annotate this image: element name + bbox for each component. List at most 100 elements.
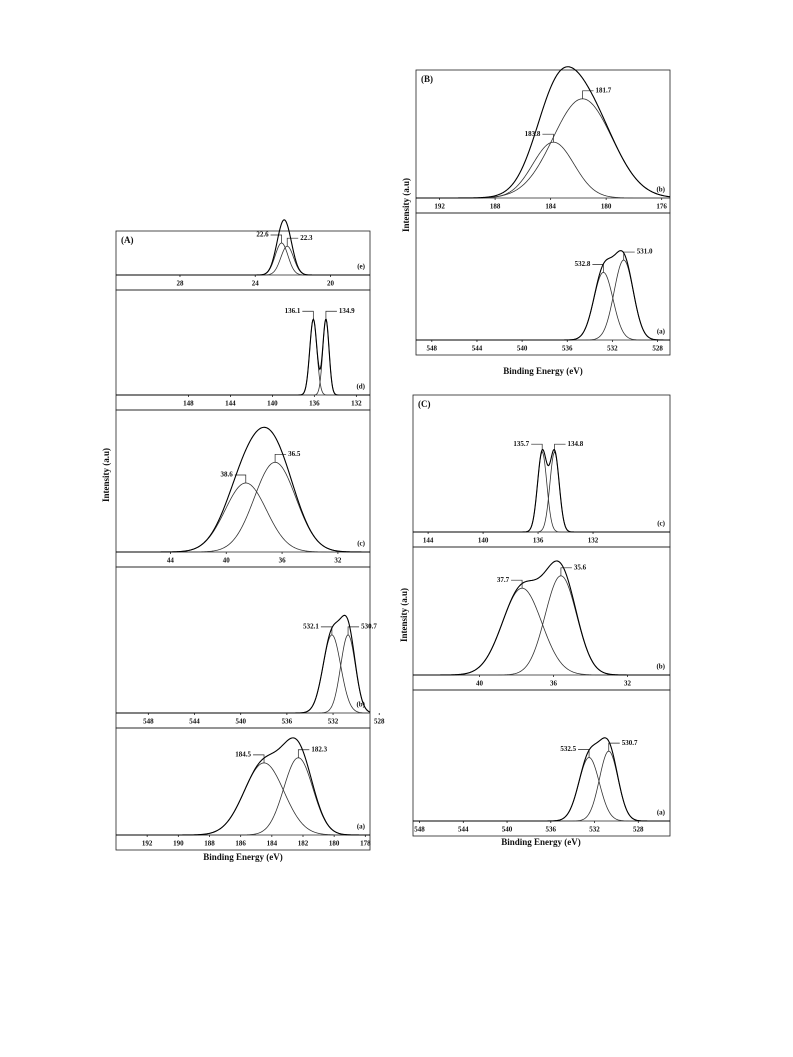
x-tick-label: 144	[225, 400, 236, 408]
peak-label: 530.7	[622, 739, 638, 747]
x-tick-label: 192	[434, 203, 445, 211]
envelope	[116, 219, 370, 276]
peak-pointer	[511, 579, 523, 589]
x-tick-label: 178	[360, 840, 371, 848]
peak-component	[416, 259, 670, 341]
panel-label: (c)	[357, 540, 365, 548]
peak-component	[416, 141, 670, 199]
x-tick-label: 544	[458, 826, 469, 834]
y-axis-title: Intensity (a.u)	[399, 588, 409, 642]
x-tick-label: 540	[517, 345, 528, 353]
envelope	[116, 318, 370, 396]
group-label: (A)	[121, 235, 134, 245]
panel-frame	[115, 566, 371, 729]
x-tick-label: 184	[545, 203, 556, 211]
envelope	[413, 560, 670, 676]
x-tick-label: 140	[267, 400, 278, 408]
peak-pointer	[608, 742, 620, 752]
peak-label: 181.7	[596, 86, 612, 94]
x-tick-label: 132	[351, 400, 362, 408]
x-tick-label: 136	[533, 537, 544, 545]
x-tick-label: 536	[546, 826, 557, 834]
y-axis-title: Intensity (a.u)	[101, 448, 111, 502]
x-tick-label: 140	[478, 537, 489, 545]
panel-label: (b)	[656, 663, 665, 671]
x-tick-label: 176	[656, 203, 667, 211]
peak-pointer	[253, 754, 265, 763]
peak-pointer	[531, 443, 543, 453]
peak-label: 532.1	[303, 623, 319, 631]
peak-component	[116, 762, 370, 836]
x-tick-label: 188	[204, 840, 215, 848]
x-tick-label: 136	[309, 400, 320, 408]
peak-component	[413, 757, 670, 822]
x-tick-label: 528	[633, 826, 644, 834]
x-tick-label: 20	[327, 280, 335, 288]
panel-frame	[415, 69, 671, 214]
peak-label: 182.3	[311, 745, 327, 753]
x-tick-label: 180	[601, 203, 612, 211]
peak-component	[413, 451, 670, 533]
x-tick-label: 548	[414, 826, 425, 834]
peak-pointer	[560, 567, 572, 576]
x-tick-label: 536	[562, 345, 573, 353]
peak-label: 37.7	[497, 576, 510, 584]
panel-label: (d)	[356, 383, 365, 391]
x-tick-label: 32	[334, 557, 342, 565]
peak-label: 531.0	[637, 248, 653, 256]
peak-label: 38.6	[221, 471, 234, 479]
peak-component	[413, 587, 670, 676]
x-axis-title: Binding Energy (eV)	[501, 837, 581, 847]
peak-component	[116, 634, 371, 714]
x-tick-label: 28	[176, 280, 184, 288]
peak-label: 530.7	[361, 623, 377, 631]
peak-label: 135.7	[513, 440, 529, 448]
x-tick-label: 540	[235, 718, 246, 726]
peak-component	[116, 757, 370, 836]
envelope	[413, 448, 670, 533]
x-tick-label: 36	[550, 680, 558, 688]
x-tick-label: 528	[374, 718, 385, 726]
x-tick-label: 528	[652, 345, 663, 353]
peak-component	[116, 482, 370, 553]
panel-frame	[415, 212, 671, 356]
x-tick-label: 532	[328, 718, 339, 726]
envelope	[116, 737, 370, 836]
peak-pointer	[347, 626, 360, 635]
x-tick-label: 186	[235, 840, 246, 848]
x-tick-label: 44	[167, 557, 175, 565]
panel-frame	[412, 689, 671, 837]
peak-pointer	[234, 474, 247, 483]
panel-label: (a)	[357, 823, 366, 831]
panel-frame	[115, 289, 371, 411]
x-tick-label: 132	[588, 537, 599, 545]
x-tick-label: 188	[490, 203, 501, 211]
peak-pointer	[554, 443, 566, 453]
x-tick-label: 180	[329, 840, 340, 848]
peak-label: 22.6	[256, 231, 269, 239]
peak-label: 22.3	[300, 234, 313, 242]
x-axis-title: Binding Energy (eV)	[203, 852, 283, 862]
peak-label: 36.5	[288, 450, 301, 458]
peak-pointer	[297, 749, 310, 758]
x-tick-label: 40	[476, 680, 484, 688]
peak-component	[116, 242, 370, 276]
panel-label: (a)	[657, 328, 666, 336]
x-tick-label: 548	[427, 345, 438, 353]
x-tick-label: 40	[223, 557, 231, 565]
x-tick-label: 32	[624, 680, 632, 688]
x-tick-label: 190	[173, 840, 184, 848]
x-tick-label: 540	[502, 826, 513, 834]
panel-label: (c)	[657, 520, 665, 528]
envelope	[116, 614, 371, 714]
peak-pointer	[325, 310, 337, 320]
x-tick-label: 24	[252, 280, 260, 288]
panel-frame	[412, 546, 671, 691]
x-tick-label: 532	[607, 345, 618, 353]
peak-component	[413, 451, 670, 533]
x-tick-label: 144	[423, 537, 434, 545]
peak-pointer	[286, 237, 299, 247]
peak-label: 134.8	[568, 440, 584, 448]
x-tick-label: 36	[279, 557, 287, 565]
